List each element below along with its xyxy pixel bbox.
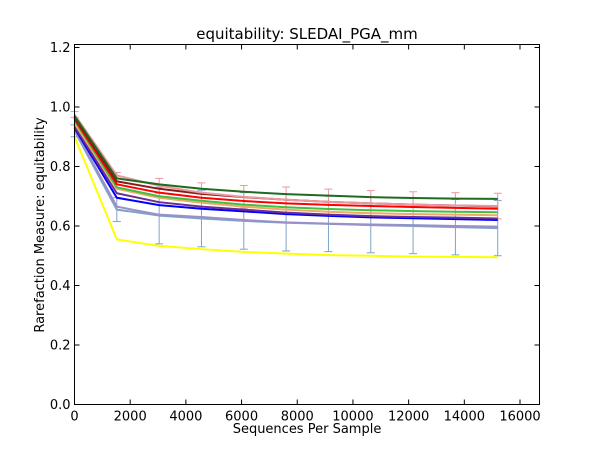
- y-tick-label: 0.8: [50, 160, 71, 175]
- plot-area: [70, 110, 502, 259]
- series-line-1: [73, 136, 498, 259]
- x-tick-label: 0: [70, 410, 78, 425]
- series-line-5: [73, 125, 498, 220]
- series-line-8: [73, 118, 498, 210]
- y-tick-label: 1.2: [50, 41, 71, 56]
- series-line-6: [73, 122, 498, 217]
- axis-ticks: 0 2000 4000 6000 8000 10000 12000 14000 16000 0.0…: [50, 41, 541, 425]
- y-tick-label: 0.6: [50, 219, 71, 234]
- x-tick-label: 14000: [444, 410, 485, 425]
- y-tick-label: 0.0: [50, 398, 71, 413]
- x-tick-label: 12000: [388, 410, 429, 425]
- series-line-4: [73, 127, 498, 222]
- series-line-11: [73, 115, 498, 200]
- y-tick-label: 0.4: [50, 279, 71, 294]
- plot-frame: [74, 44, 540, 405]
- x-tick-label: 2000: [114, 410, 147, 425]
- chart-title: equitability: SLEDAI_PGA_mm: [196, 25, 418, 44]
- x-tick-label: 4000: [169, 410, 202, 425]
- y-tick-label: 0.2: [50, 338, 71, 353]
- x-tick-label: 8000: [281, 410, 314, 425]
- x-axis-label: Sequences Per Sample: [233, 422, 382, 437]
- series-line-3: [73, 128, 498, 228]
- x-tick-label: 16000: [499, 410, 540, 425]
- y-axis-label: Rarefaction Measure: equitability: [33, 117, 48, 333]
- y-tick-label: 1.0: [50, 100, 71, 115]
- series-line-7: [73, 119, 498, 214]
- x-tick-label: 6000: [225, 410, 258, 425]
- x-tick-label: 10000: [332, 410, 373, 425]
